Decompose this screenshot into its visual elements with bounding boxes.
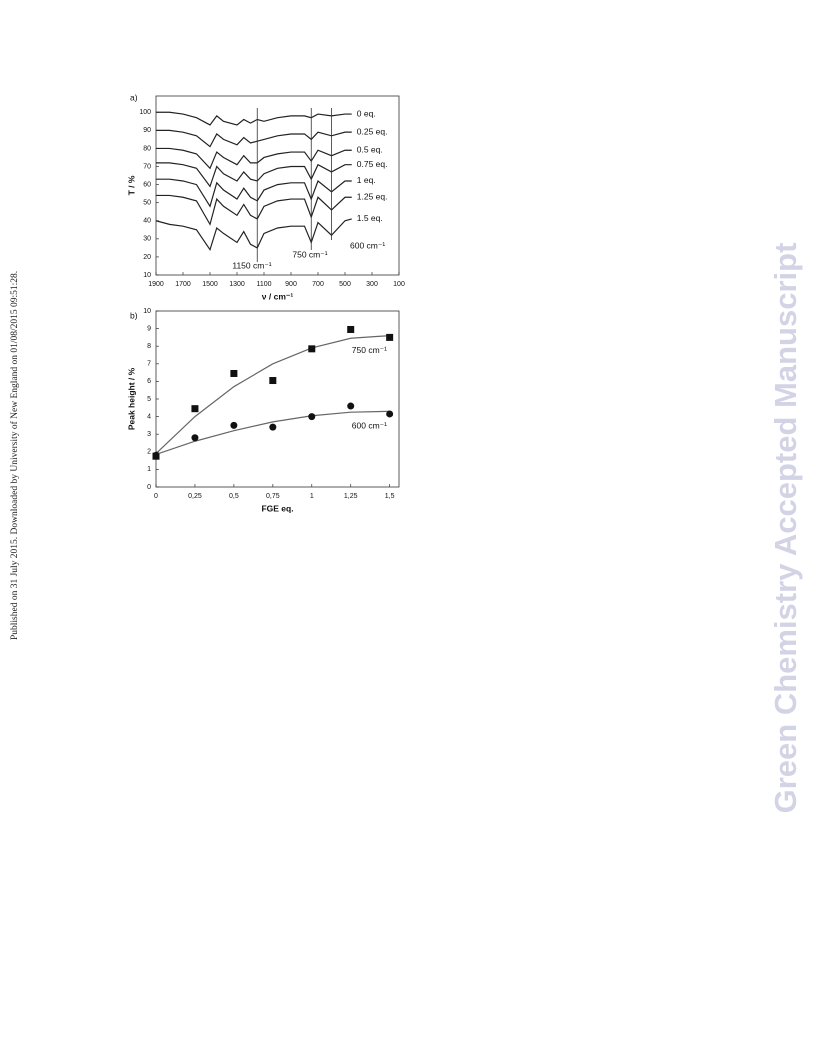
side-note: Published on 31 July 2015. Downloaded by… xyxy=(9,271,20,640)
x-tick-label: 1300 xyxy=(229,281,245,288)
point xyxy=(152,451,160,459)
y-tick-label: 60 xyxy=(143,181,151,188)
x-tick-label: 1,5 xyxy=(385,493,395,500)
x-axis-title: FGE eq. xyxy=(261,503,293,513)
spectrum-line xyxy=(156,162,352,188)
x-tick-label: 0,75 xyxy=(266,493,280,500)
fit-line xyxy=(155,410,390,456)
series-label: 0.75 eq. xyxy=(357,159,388,169)
x-tick-label: 500 xyxy=(339,281,351,288)
x-tick-label: 1700 xyxy=(175,281,191,288)
series-label: 1.5 eq. xyxy=(357,213,383,223)
point xyxy=(386,410,394,418)
y-tick-label: 20 xyxy=(143,254,151,261)
y-tick-label: 9 xyxy=(147,325,151,332)
y-tick-label: 7 xyxy=(147,361,151,368)
point xyxy=(230,421,238,429)
y-tick-label: 30 xyxy=(143,236,151,243)
x-tick-label: 1900 xyxy=(148,281,164,288)
annotation: 1150 cm⁻¹ xyxy=(232,260,271,270)
y-tick-label: 4 xyxy=(147,413,151,420)
x-tick-label: 1,25 xyxy=(344,493,358,500)
y-tick-label: 3 xyxy=(147,431,151,438)
panel-label: a) xyxy=(130,92,138,102)
x-tick-label: 300 xyxy=(366,281,378,288)
point xyxy=(191,405,199,413)
y-tick-label: 100 xyxy=(139,109,151,116)
point xyxy=(347,402,355,410)
point xyxy=(308,413,316,421)
y-tick-label: 90 xyxy=(143,127,151,134)
y-tick-label: 70 xyxy=(143,163,151,170)
fit-line xyxy=(155,335,390,454)
point xyxy=(269,423,277,431)
x-tick-label: 1 xyxy=(310,493,314,500)
panel-label: b) xyxy=(130,310,138,320)
x-tick-label: 0,5 xyxy=(229,493,239,500)
point xyxy=(191,434,199,442)
spectrum-line xyxy=(156,111,352,126)
x-tick-label: 700 xyxy=(312,281,324,288)
point xyxy=(269,377,277,385)
series-label: 750 cm⁻¹ xyxy=(352,345,387,355)
point xyxy=(386,333,394,341)
annotation: 600 cm⁻¹ xyxy=(350,240,385,250)
y-tick-label: 6 xyxy=(147,378,151,385)
series-label: 0.25 eq. xyxy=(357,126,388,136)
y-axis-title: Peak height / % xyxy=(126,367,136,430)
series-label: 0 eq. xyxy=(357,108,376,118)
y-tick-label: 10 xyxy=(143,272,151,279)
x-tick-label: 0,25 xyxy=(188,493,202,500)
y-axis-title: T / % xyxy=(126,175,136,195)
watermark: Green Chemistry Accepted Manuscript xyxy=(768,243,803,814)
point xyxy=(347,325,355,333)
point xyxy=(308,345,316,353)
series-label: 1 eq. xyxy=(357,175,376,185)
plot-frame xyxy=(155,95,400,276)
annotation: 750 cm⁻¹ xyxy=(292,249,327,259)
series-label: 1.25 eq. xyxy=(357,192,388,202)
y-tick-label: 40 xyxy=(143,218,151,225)
y-tick-label: 10 xyxy=(143,308,151,315)
x-tick-label: 100 xyxy=(393,281,405,288)
x-tick-label: 900 xyxy=(285,281,297,288)
series-label: 600 cm⁻¹ xyxy=(352,421,387,431)
x-tick-label: 1500 xyxy=(202,281,218,288)
spectrum-line xyxy=(156,129,352,148)
y-tick-label: 2 xyxy=(147,449,151,456)
y-tick-label: 5 xyxy=(147,396,151,403)
y-tick-label: 50 xyxy=(143,200,151,207)
y-tick-label: 80 xyxy=(143,145,151,152)
x-tick-label: 0 xyxy=(154,493,158,500)
spectrum-line xyxy=(156,147,352,170)
x-tick-label: 1100 xyxy=(256,281,271,288)
x-axis-title: ν / cm⁻¹ xyxy=(262,291,294,301)
spectrum-line xyxy=(155,218,352,252)
spectrum-line xyxy=(156,178,352,208)
y-tick-label: 1 xyxy=(147,466,151,473)
y-tick-label: 0 xyxy=(147,484,151,491)
series-label: 0.5 eq. xyxy=(357,144,383,154)
spectrum-line xyxy=(156,194,352,226)
y-tick-label: 8 xyxy=(147,343,151,350)
point xyxy=(230,369,238,377)
